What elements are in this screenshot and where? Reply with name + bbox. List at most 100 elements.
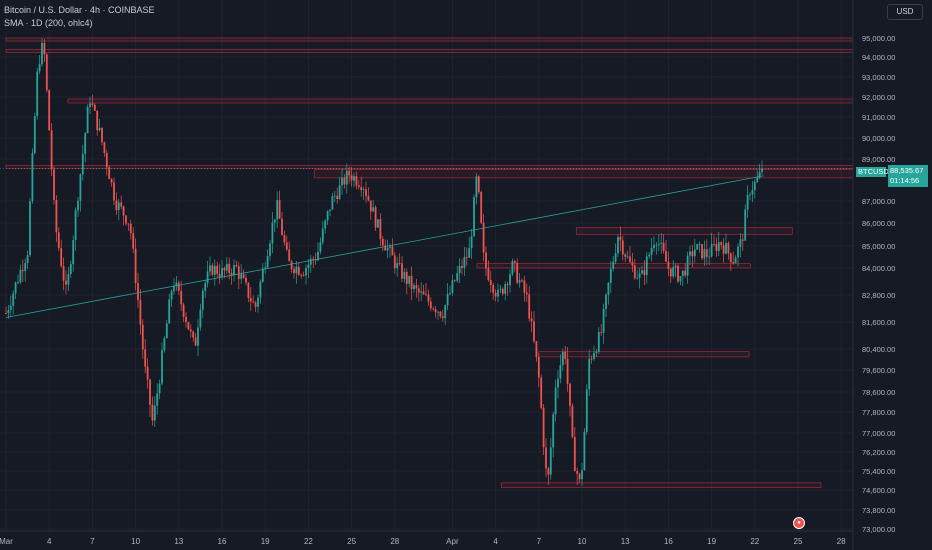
candle-body (360, 187, 363, 191)
candle-body (48, 90, 51, 131)
candle-body (506, 284, 509, 286)
candle-body (444, 305, 447, 319)
candle-body (535, 341, 538, 358)
candle-body (170, 291, 173, 300)
candle-body (518, 280, 521, 283)
x-tick-label: 7 (537, 537, 542, 546)
currency-selector[interactable]: USD (887, 4, 923, 20)
y-tick-label: 74,600.00 (862, 486, 895, 495)
supply-demand-zones (5, 37, 854, 488)
candle-body (91, 103, 94, 105)
candle-body (257, 297, 259, 307)
candle-body (698, 244, 701, 245)
candle-body (225, 263, 228, 271)
candle-body (693, 249, 696, 257)
candle-body (43, 42, 46, 55)
candle-body (321, 228, 324, 243)
indicator-label[interactable]: SMA · 1D (200, ohlc4) (4, 18, 93, 28)
candle-body (204, 283, 207, 291)
candle-body (386, 247, 389, 251)
candle-body (684, 270, 687, 276)
candle-body (290, 261, 293, 270)
candle-body (602, 309, 605, 333)
candle-body (273, 219, 276, 223)
candle-body (240, 274, 243, 279)
y-tick-label: 91,000.00 (862, 113, 895, 122)
candle-body (672, 267, 675, 277)
candle-body (689, 251, 691, 256)
candle-body (480, 192, 483, 223)
candle-body (573, 436, 576, 471)
candle-body (516, 262, 519, 283)
candle-body (307, 264, 310, 268)
x-tick-label: 22 (750, 537, 759, 546)
candle-body (36, 71, 39, 117)
candle-body (427, 294, 430, 302)
candle-body (499, 288, 502, 290)
candle-body (482, 222, 485, 253)
candle-body (597, 331, 600, 352)
candle-body (60, 248, 63, 267)
candle-body (125, 215, 127, 224)
candle-body (485, 252, 487, 269)
candle-body (612, 261, 615, 269)
candle-body (547, 468, 550, 475)
candle-body (98, 127, 101, 131)
last-price-value: 88,535.67 (890, 166, 924, 175)
candle-body (614, 253, 617, 262)
candle-body (441, 316, 444, 319)
candle-body (300, 274, 303, 276)
candle-body (557, 378, 559, 388)
candle-body (122, 206, 125, 216)
candle-body (192, 331, 195, 338)
candle-body (564, 351, 567, 359)
candle-body (429, 301, 432, 309)
price-axis[interactable]: 95,000.00 94,000.00 93,000.00 92,000.00 91,0… (862, 34, 895, 534)
candle-body (144, 349, 147, 367)
candle-body (552, 414, 555, 448)
chart-legend: Bitcoin / U.S. Dollar · 4h · COINBASE SM… (4, 4, 155, 30)
candle-body (41, 42, 43, 65)
candle-body (705, 249, 708, 257)
economic-event-icon[interactable]: ● (793, 517, 805, 529)
candle-body (585, 389, 588, 432)
x-tick-label: 4 (47, 537, 52, 546)
candle-body (139, 300, 142, 325)
candle-body (677, 265, 679, 282)
candle-body (156, 393, 159, 406)
zone-rect (313, 169, 854, 179)
time-axis[interactable]: Mar 4 7 10 13 16 19 22 25 28 Apr 4 7 10 13 16 19 22 25 28 (0, 537, 846, 546)
candle-body (137, 282, 139, 301)
candle-body (271, 222, 274, 244)
candle-body (415, 285, 418, 289)
candle-body (93, 104, 96, 111)
symbol-title[interactable]: Bitcoin / U.S. Dollar · 4h · COINBASE (4, 5, 155, 15)
zone-rect (67, 98, 854, 104)
last-price-tag: 88,535.67 01:14:56 (888, 165, 928, 187)
candle-body (230, 272, 233, 276)
candle-body (751, 190, 754, 195)
candle-body (559, 365, 562, 379)
candle-body (53, 169, 55, 200)
candle-body (333, 195, 336, 197)
candle-body (578, 473, 581, 480)
candle-body (285, 242, 288, 250)
candle-body (609, 268, 612, 283)
candle-body (297, 266, 300, 275)
candle-body (703, 249, 706, 259)
candle-body (247, 282, 250, 298)
candle-body (717, 242, 720, 251)
y-tick-label: 94,000.00 (862, 53, 895, 62)
candle-body (725, 243, 727, 254)
candle-body (713, 243, 715, 245)
candle-body (595, 351, 598, 354)
candle-body (753, 181, 756, 191)
candle-body (355, 176, 358, 186)
candle-body (681, 270, 684, 277)
candle-body (470, 236, 473, 249)
candle-body (249, 297, 252, 302)
candle-body (326, 211, 329, 221)
sma-line (5, 175, 764, 318)
candle-body (494, 292, 497, 297)
